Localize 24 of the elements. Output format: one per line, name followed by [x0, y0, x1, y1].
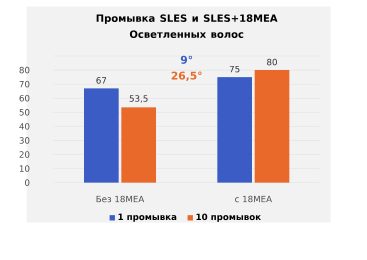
annotation: 26,5°	[172, 72, 202, 81]
data-label: 67	[96, 77, 106, 84]
bar	[254, 70, 290, 183]
data-label: 80	[267, 58, 277, 66]
x-tick-label: Без 18MEA	[96, 196, 144, 202]
annotation: 9°	[180, 56, 192, 64]
y-tick-label: 60	[20, 94, 30, 102]
y-tick-label: 10	[20, 165, 30, 172]
bar	[84, 88, 119, 183]
y-tick-label: 80	[20, 66, 30, 74]
legend-label: 1 промывка	[118, 214, 176, 222]
chart-title: Промывка SLES и SLES+18MEA Осветленных волос	[96, 14, 278, 38]
y-tick-label: 50	[20, 109, 30, 116]
y-tick-label: 30	[20, 137, 30, 144]
y-tick-label: 20	[20, 151, 30, 158]
y-tick-label: 70	[20, 80, 30, 88]
y-tick-label: 0	[25, 179, 30, 186]
data-label: 53,5	[130, 95, 148, 103]
bar	[217, 77, 252, 183]
bar	[121, 107, 156, 183]
data-label: 75	[230, 66, 240, 72]
x-tick-label: с 18MEA	[235, 196, 272, 202]
y-tick-label: 40	[19, 123, 30, 130]
legend-label: 10 промывок	[196, 214, 261, 222]
